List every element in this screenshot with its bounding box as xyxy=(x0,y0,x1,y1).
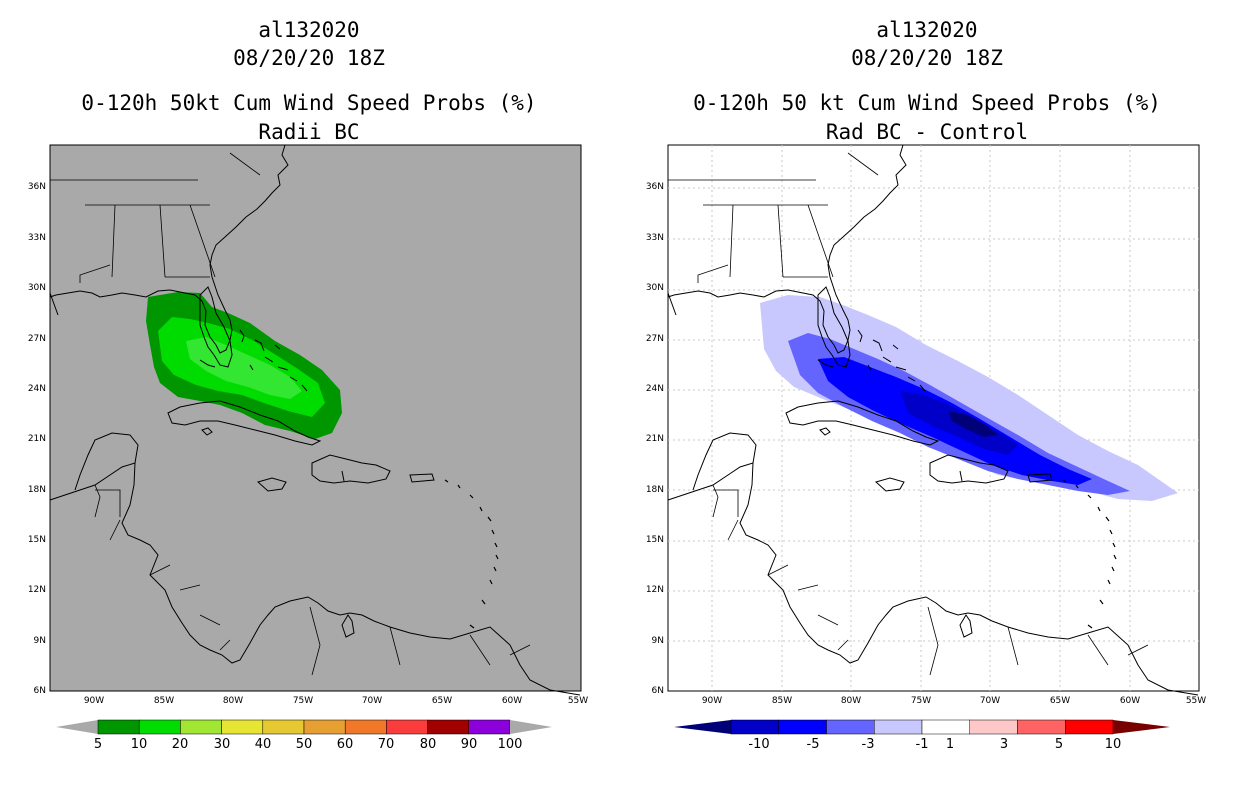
left-colorbar-cell xyxy=(344,719,387,735)
left-lat-label: 21N xyxy=(27,434,46,444)
right-colorbar-cell xyxy=(826,719,875,735)
right-lat-label: 30N xyxy=(645,283,664,293)
left-lon-label: 65W xyxy=(431,696,453,706)
left-map xyxy=(49,144,582,696)
left-lon-label: 80W xyxy=(222,696,244,706)
left-lon-label: 75W xyxy=(292,696,314,706)
right-diff-neg1 xyxy=(760,295,1178,501)
right-colorbar-label: -5 xyxy=(806,737,820,752)
left-colorbar-label: 70 xyxy=(377,737,395,752)
left-lon-label: 60W xyxy=(501,696,523,706)
left-lat-label: 27N xyxy=(27,334,46,344)
left-colorbar-label: 100 xyxy=(497,737,523,752)
left-colorbar-label: 80 xyxy=(419,737,437,752)
left-lat-label: 36N xyxy=(27,182,46,192)
left-lon-label: 85W xyxy=(153,696,175,706)
right-lat-label: 27N xyxy=(645,334,664,344)
left-colorbar-cell xyxy=(262,719,305,735)
right-lat-label: 6N xyxy=(651,686,664,696)
right-colorbar-label: -10 xyxy=(748,737,770,752)
left-lat-label: 15N xyxy=(27,535,46,545)
left-lat-label: 9N xyxy=(33,636,46,646)
right-lon-label: 55W xyxy=(1185,696,1207,706)
right-colorbar-cell xyxy=(1065,719,1114,735)
right-map xyxy=(667,144,1200,696)
left-title-subtitle: Radii BC xyxy=(258,120,360,144)
right-colorbar xyxy=(674,719,1170,735)
right-lat-label: 15N xyxy=(645,535,664,545)
left-colorbar-end-right xyxy=(510,720,552,734)
right-lon-label: 90W xyxy=(701,696,723,706)
left-lon-label: 90W xyxy=(83,696,105,706)
left-lat-label: 6N xyxy=(33,686,46,696)
left-title-storm: al132020 xyxy=(258,18,360,42)
right-lon-label: 85W xyxy=(771,696,793,706)
right-lat-label: 18N xyxy=(645,485,664,495)
right-lat-label: 36N xyxy=(645,182,664,192)
right-title-date: 08/20/20 18Z xyxy=(851,46,1003,70)
left-colorbar-cell xyxy=(180,719,222,735)
right-colorbar-cell xyxy=(730,719,779,735)
left-colorbar xyxy=(56,719,552,735)
right-lon-label: 80W xyxy=(840,696,862,706)
right-colorbar-cell xyxy=(874,719,923,735)
right-lat-label: 12N xyxy=(645,585,664,595)
right-colorbar-label: 3 xyxy=(999,737,1009,752)
right-lat-label: 24N xyxy=(645,384,664,394)
right-lat-label: 33N xyxy=(645,233,664,243)
right-colorbar-cell xyxy=(969,719,1018,735)
left-colorbar-cell xyxy=(427,719,470,735)
right-colorbar-cell xyxy=(778,719,827,735)
left-colorbar-cell xyxy=(386,719,428,735)
left-colorbar-cell xyxy=(138,719,181,735)
left-colorbar-label: 90 xyxy=(460,737,478,752)
left-lat-label: 33N xyxy=(27,233,46,243)
left-colorbar-cell xyxy=(97,719,140,735)
right-colorbar-label: -1 xyxy=(915,737,929,752)
left-title-date: 08/20/20 18Z xyxy=(233,46,385,70)
left-colorbar-label: 30 xyxy=(213,737,231,752)
right-title-product: 0-120h 50 kt Cum Wind Speed Probs (%) xyxy=(693,91,1161,115)
left-colorbar-cell xyxy=(303,719,346,735)
right-title-storm: al132020 xyxy=(876,18,978,42)
right-lon-label: 65W xyxy=(1049,696,1071,706)
left-lon-label: 55W xyxy=(567,696,589,706)
right-colorbar-cell xyxy=(1017,719,1066,735)
left-lat-label: 24N xyxy=(27,384,46,394)
left-colorbar-end-left xyxy=(56,720,98,734)
left-colorbar-cell xyxy=(468,719,511,735)
left-title-product: 0-120h 50kt Cum Wind Speed Probs (%) xyxy=(81,91,537,115)
right-colorbar-label: -3 xyxy=(861,737,875,752)
right-lon-label: 60W xyxy=(1119,696,1141,706)
left-lat-label: 30N xyxy=(27,283,46,293)
right-colorbar-label: 1 xyxy=(945,737,955,752)
right-colorbar-end-right xyxy=(1113,720,1170,734)
left-lat-label: 12N xyxy=(27,585,46,595)
left-colorbar-label: 5 xyxy=(93,737,103,752)
right-lon-label: 70W xyxy=(979,696,1001,706)
left-colorbar-label: 50 xyxy=(295,737,313,752)
right-lat-label: 9N xyxy=(651,636,664,646)
left-colorbar-cell xyxy=(221,719,264,735)
left-colorbar-label: 60 xyxy=(336,737,354,752)
left-colorbar-label: 20 xyxy=(171,737,189,752)
right-colorbar-end-left xyxy=(674,720,731,734)
left-prob-30 xyxy=(186,337,302,399)
left-colorbar-label: 40 xyxy=(254,737,272,752)
right-colorbar-label: 10 xyxy=(1104,737,1122,752)
right-colorbar-cell xyxy=(921,719,970,735)
right-colorbar-label: 5 xyxy=(1054,737,1064,752)
right-diff-min xyxy=(948,411,998,437)
left-lat-label: 18N xyxy=(27,485,46,495)
right-lat-label: 21N xyxy=(645,434,664,444)
right-title-subtitle: Rad BC - Control xyxy=(825,120,1029,144)
right-lon-label: 75W xyxy=(910,696,932,706)
left-colorbar-label: 10 xyxy=(130,737,148,752)
left-lon-label: 70W xyxy=(361,696,383,706)
